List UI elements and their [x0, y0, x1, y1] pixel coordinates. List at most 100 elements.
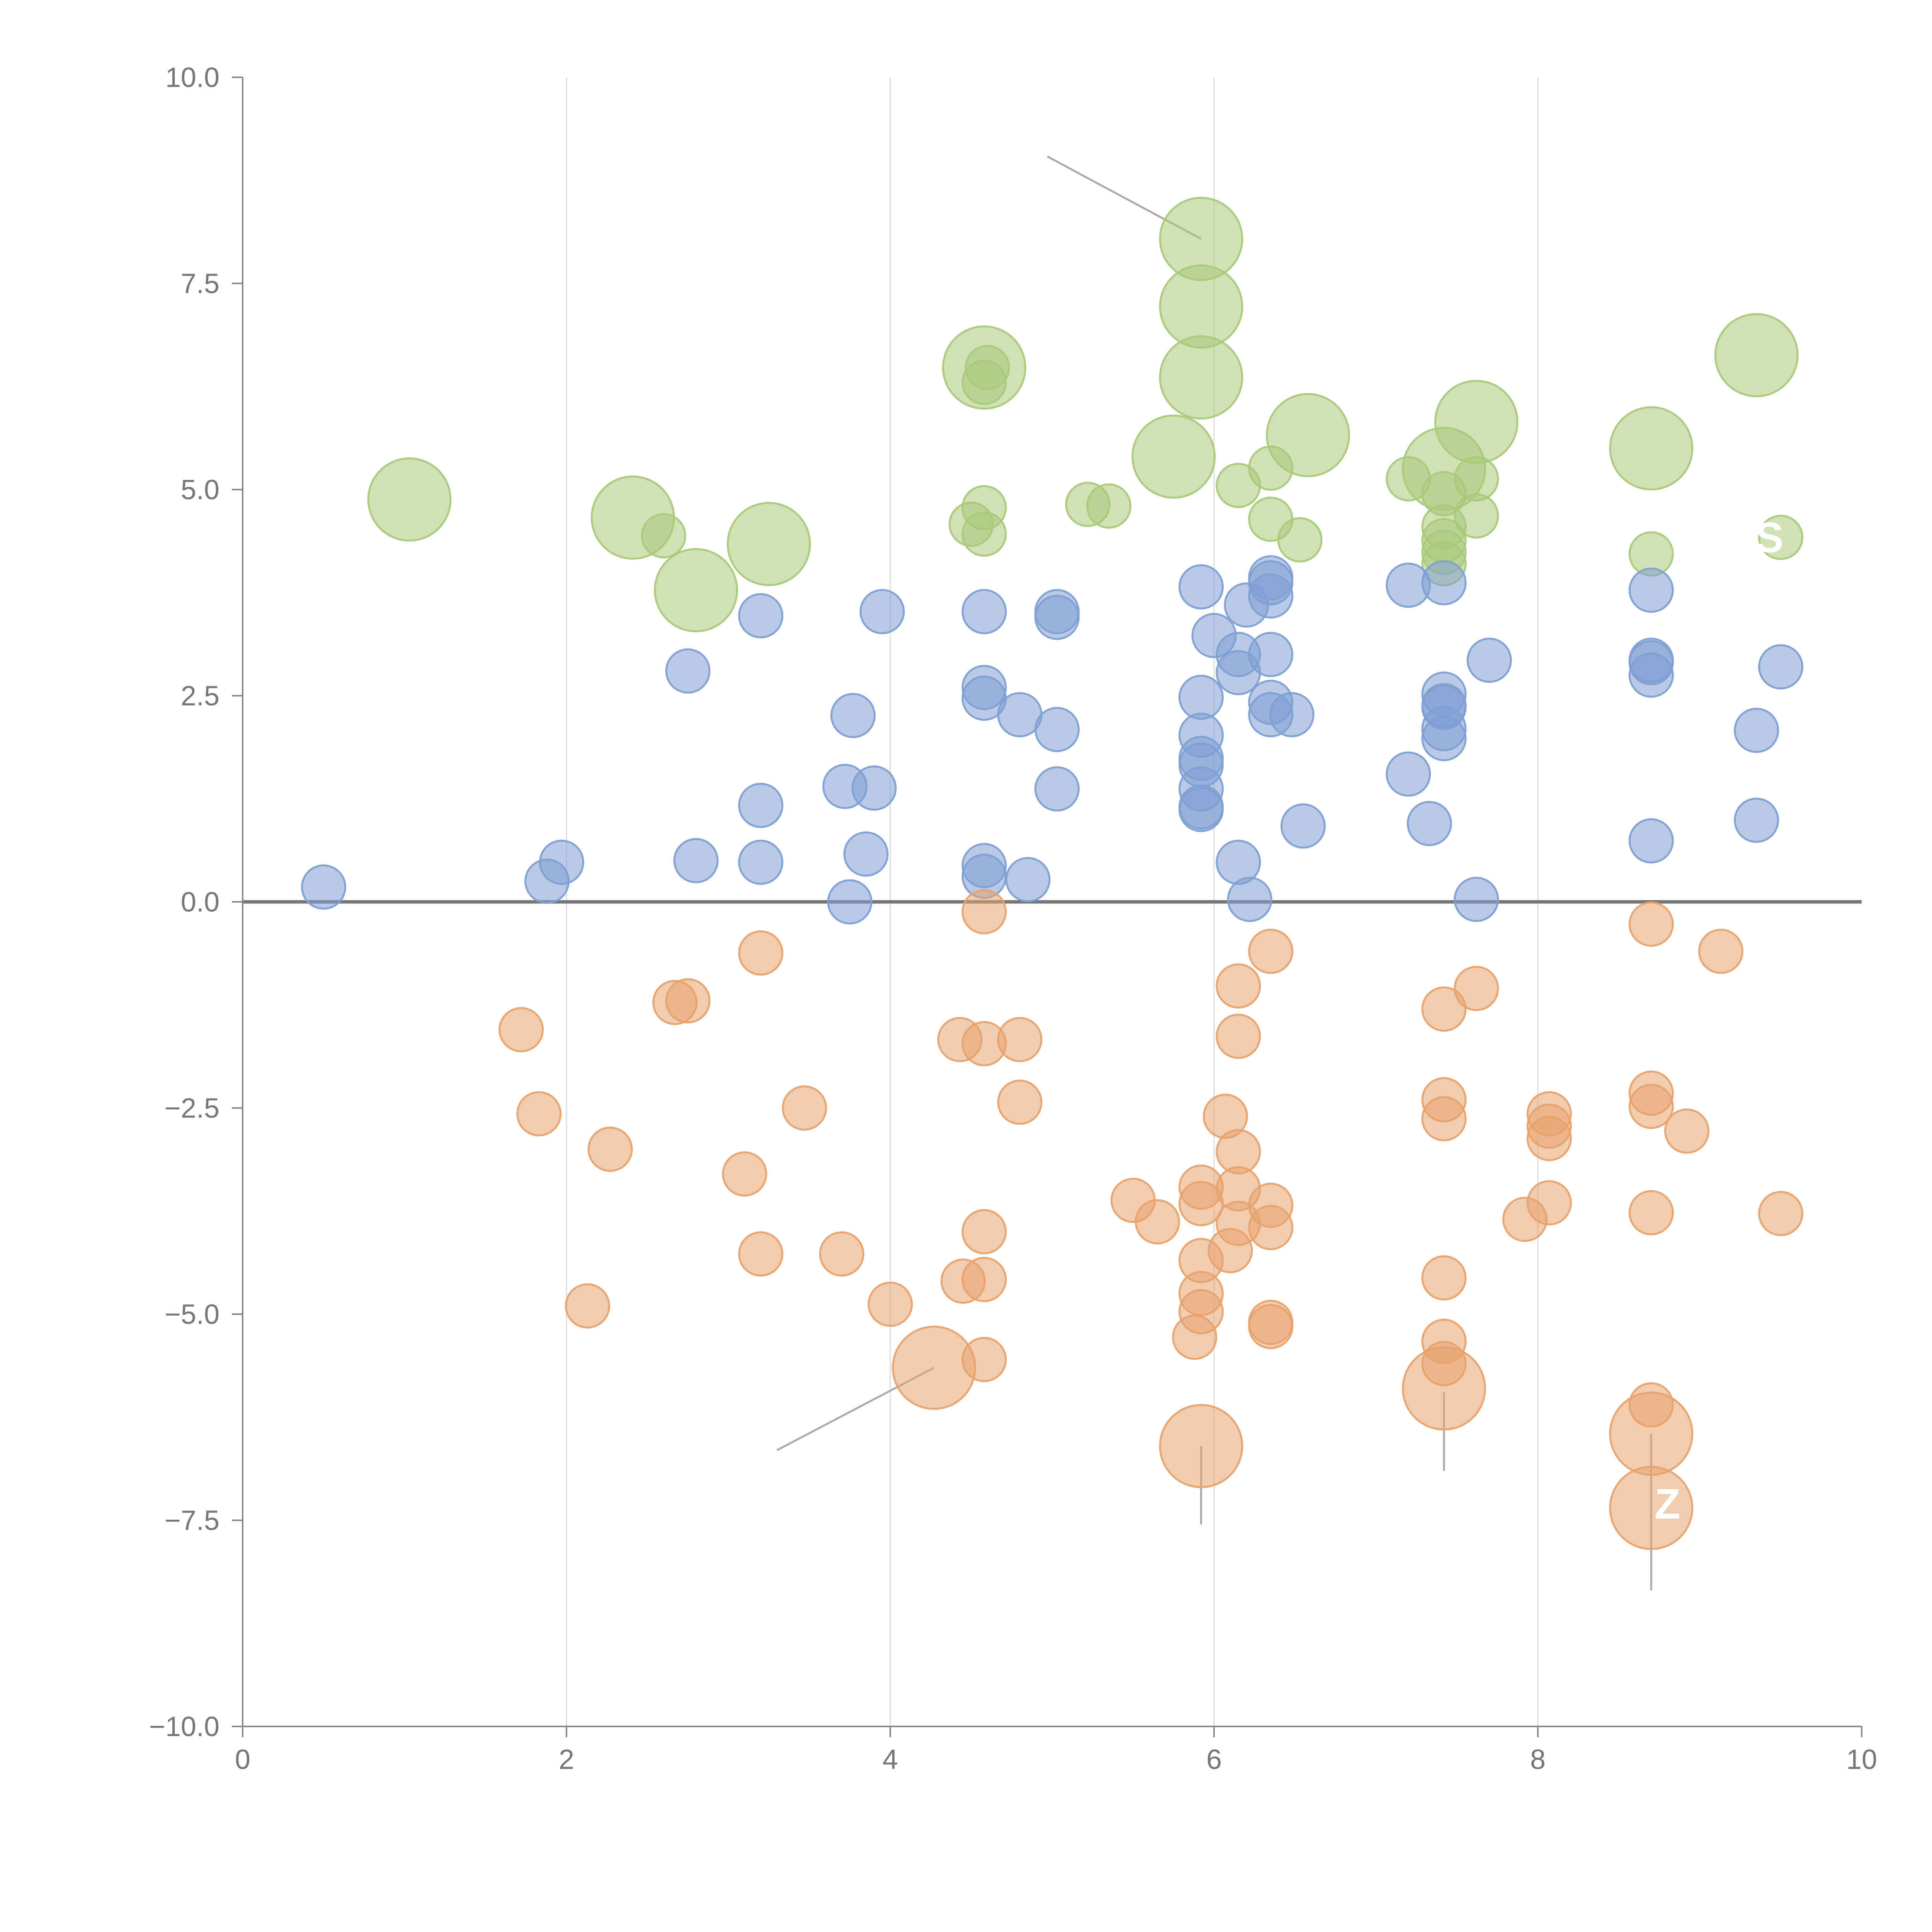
blue-point: [1734, 798, 1779, 843]
green-point: [1086, 483, 1132, 529]
blue-point: [1178, 564, 1224, 610]
blue-point: [1628, 818, 1674, 864]
orange-point: [961, 1209, 1007, 1255]
blue-point: [1421, 560, 1467, 605]
orange-point: [782, 1085, 827, 1131]
orange-point: [867, 1281, 913, 1327]
orange-point: [1664, 1108, 1709, 1154]
green-point: [726, 502, 811, 586]
orange-point: [738, 930, 784, 976]
y-tick-label: 7.5: [181, 269, 219, 299]
blue-point: [859, 589, 905, 634]
blue-point: [738, 840, 784, 885]
orange-point: [1421, 1255, 1467, 1301]
blue-point: [1178, 675, 1224, 720]
y-tick-label: 0.0: [181, 887, 219, 918]
orange-point: [565, 1283, 610, 1329]
orange-point: [498, 1007, 544, 1053]
orange-point: [1698, 929, 1743, 974]
orange-point: [1159, 1404, 1243, 1488]
data-points: [301, 197, 1803, 1550]
green-point: [1609, 406, 1694, 491]
orange-point: [1454, 966, 1499, 1011]
blue-point: [843, 831, 889, 877]
blue-point: [1386, 751, 1431, 797]
x-tick-label: 10: [1846, 1744, 1877, 1775]
orange-point: [722, 1151, 767, 1197]
blue-point: [1280, 803, 1326, 849]
blue-point: [1248, 573, 1294, 619]
blue-point: [1034, 707, 1080, 752]
blue-point: [1248, 632, 1294, 677]
blue-point: [1421, 716, 1467, 761]
x-tick-label: 0: [235, 1744, 250, 1775]
orange-point: [1628, 1083, 1674, 1129]
orange-point: [1134, 1199, 1180, 1245]
y-tick-label: 5.0: [181, 474, 219, 505]
blue-point: [1628, 567, 1674, 613]
y-tick-label: −7.5: [165, 1505, 219, 1536]
green-point: [641, 513, 686, 559]
orange-point: [997, 1080, 1043, 1125]
green-point: [1159, 335, 1243, 420]
blue-point: [1269, 692, 1315, 738]
green-point: [961, 511, 1007, 557]
point-label: Z: [1655, 1480, 1680, 1528]
orange-point: [1248, 929, 1294, 974]
blue-point: [539, 840, 584, 885]
blue-point: [961, 589, 1007, 634]
orange-point: [819, 1231, 864, 1277]
blue-point: [827, 879, 872, 925]
orange-point: [1248, 1205, 1294, 1250]
orange-point: [516, 1091, 562, 1136]
blue-point: [1758, 644, 1803, 690]
green-point: [964, 345, 1010, 390]
blue-point: [673, 838, 719, 883]
orange-point: [1421, 986, 1467, 1032]
orange-point: [1758, 1191, 1803, 1236]
green-point: [1434, 380, 1519, 464]
point-labels: ZS: [1655, 514, 1784, 1528]
blue-point: [1406, 801, 1452, 846]
orange-point: [1609, 1466, 1694, 1550]
orange-point: [665, 978, 711, 1024]
orange-point: [738, 1231, 784, 1277]
x-tick-label: 2: [559, 1744, 574, 1775]
point-label: S: [1755, 514, 1783, 561]
orange-point: [1216, 963, 1261, 1009]
orange-point: [1628, 1190, 1674, 1236]
y-tick-label: −2.5: [165, 1093, 219, 1124]
y-tick-label: 2.5: [181, 681, 219, 712]
x-tick-label: 8: [1530, 1744, 1546, 1775]
y-tick-label: −10.0: [149, 1711, 219, 1742]
green-point: [1277, 517, 1323, 563]
orange-point: [892, 1325, 976, 1410]
green-point: [1266, 393, 1350, 478]
green-point: [1758, 515, 1803, 560]
blue-point: [830, 693, 876, 738]
orange-point: [961, 1337, 1007, 1382]
blue-point: [738, 782, 784, 828]
blue-point: [1734, 707, 1779, 753]
orange-point: [1609, 1391, 1694, 1476]
y-tick-label: 10.0: [165, 62, 219, 93]
blue-point: [1178, 787, 1224, 832]
orange-point: [1526, 1180, 1572, 1226]
blue-point: [851, 765, 897, 811]
axes: 0 2 4 6 8 10 −10.0 −7.5 −5.0 −2.5 0.0 2.5 5.0 7.5 10.0: [149, 62, 1877, 1775]
green-point: [367, 457, 452, 542]
orange-point: [1402, 1346, 1486, 1430]
orange-point: [961, 1257, 1007, 1302]
orange-point: [1178, 1289, 1224, 1335]
blue-point: [1005, 857, 1051, 902]
orange-point: [1421, 1096, 1467, 1141]
orange-point: [997, 1017, 1043, 1062]
x-tick-label: 6: [1206, 1744, 1222, 1775]
x-tick-label: 4: [883, 1744, 898, 1775]
orange-point: [1248, 1304, 1294, 1349]
orange-point: [1526, 1116, 1572, 1161]
blue-point: [1454, 877, 1499, 922]
blue-point: [1034, 595, 1080, 640]
green-point: [1131, 414, 1216, 499]
blue-point: [738, 593, 784, 639]
